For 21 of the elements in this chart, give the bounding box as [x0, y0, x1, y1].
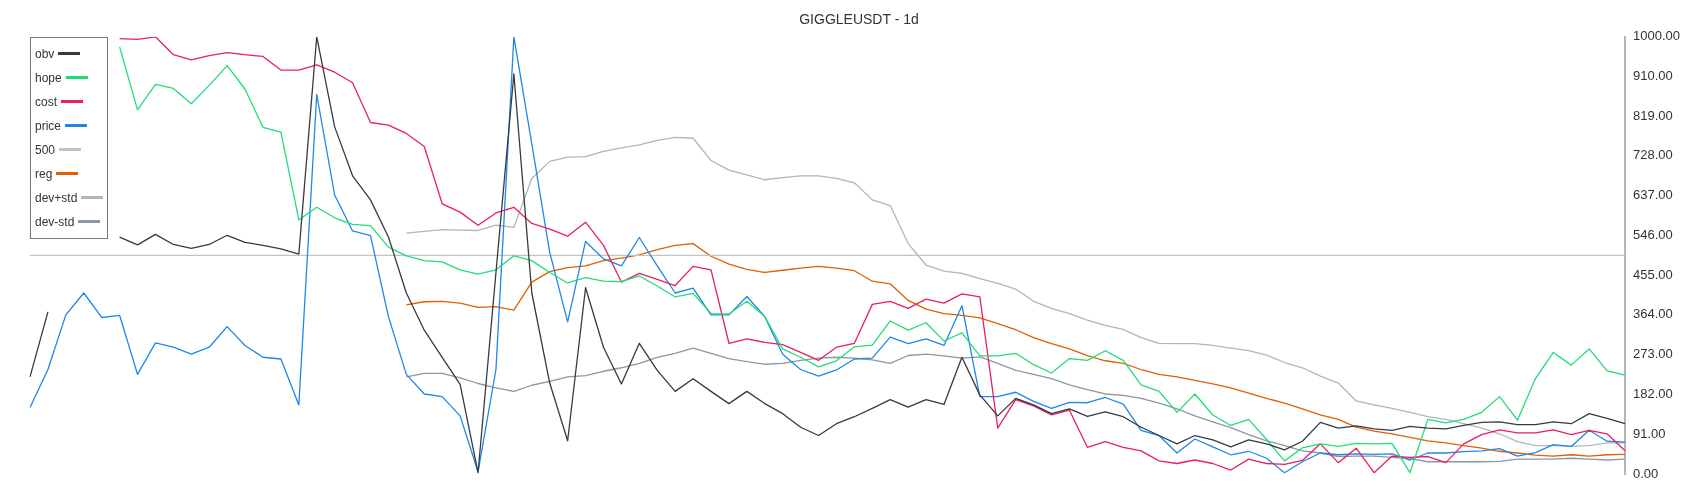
- y-tick-label: 1000.00: [1633, 28, 1681, 44]
- legend-label: dev+std: [35, 190, 78, 205]
- y-tick-label: 364.00: [1633, 306, 1673, 322]
- y-tick-label: 728.00: [1633, 147, 1673, 163]
- y-tick-label: 273.00: [1633, 346, 1673, 362]
- legend-label: obv: [35, 46, 55, 61]
- legend-label: hope: [35, 70, 62, 85]
- legend-label: cost: [35, 94, 58, 109]
- y-tick-label: 182.00: [1633, 386, 1673, 402]
- y-tick-label: 455.00: [1633, 266, 1673, 282]
- legend-label: price: [35, 118, 62, 133]
- y-tick-label: 0.00: [1633, 465, 1659, 481]
- y-tick-label: 637.00: [1633, 187, 1673, 203]
- y-tick-label: 546.00: [1633, 226, 1673, 242]
- legend-label: reg: [35, 166, 53, 181]
- legend-label: dev-std: [35, 214, 75, 229]
- chart-title: GIGGLEUSDT - 1d: [799, 11, 919, 28]
- y-tick-label: 910.00: [1633, 67, 1673, 83]
- y-tick-label: 819.00: [1633, 107, 1673, 123]
- legend-label: 500: [35, 142, 56, 157]
- y-tick-label: 91.00: [1633, 425, 1666, 441]
